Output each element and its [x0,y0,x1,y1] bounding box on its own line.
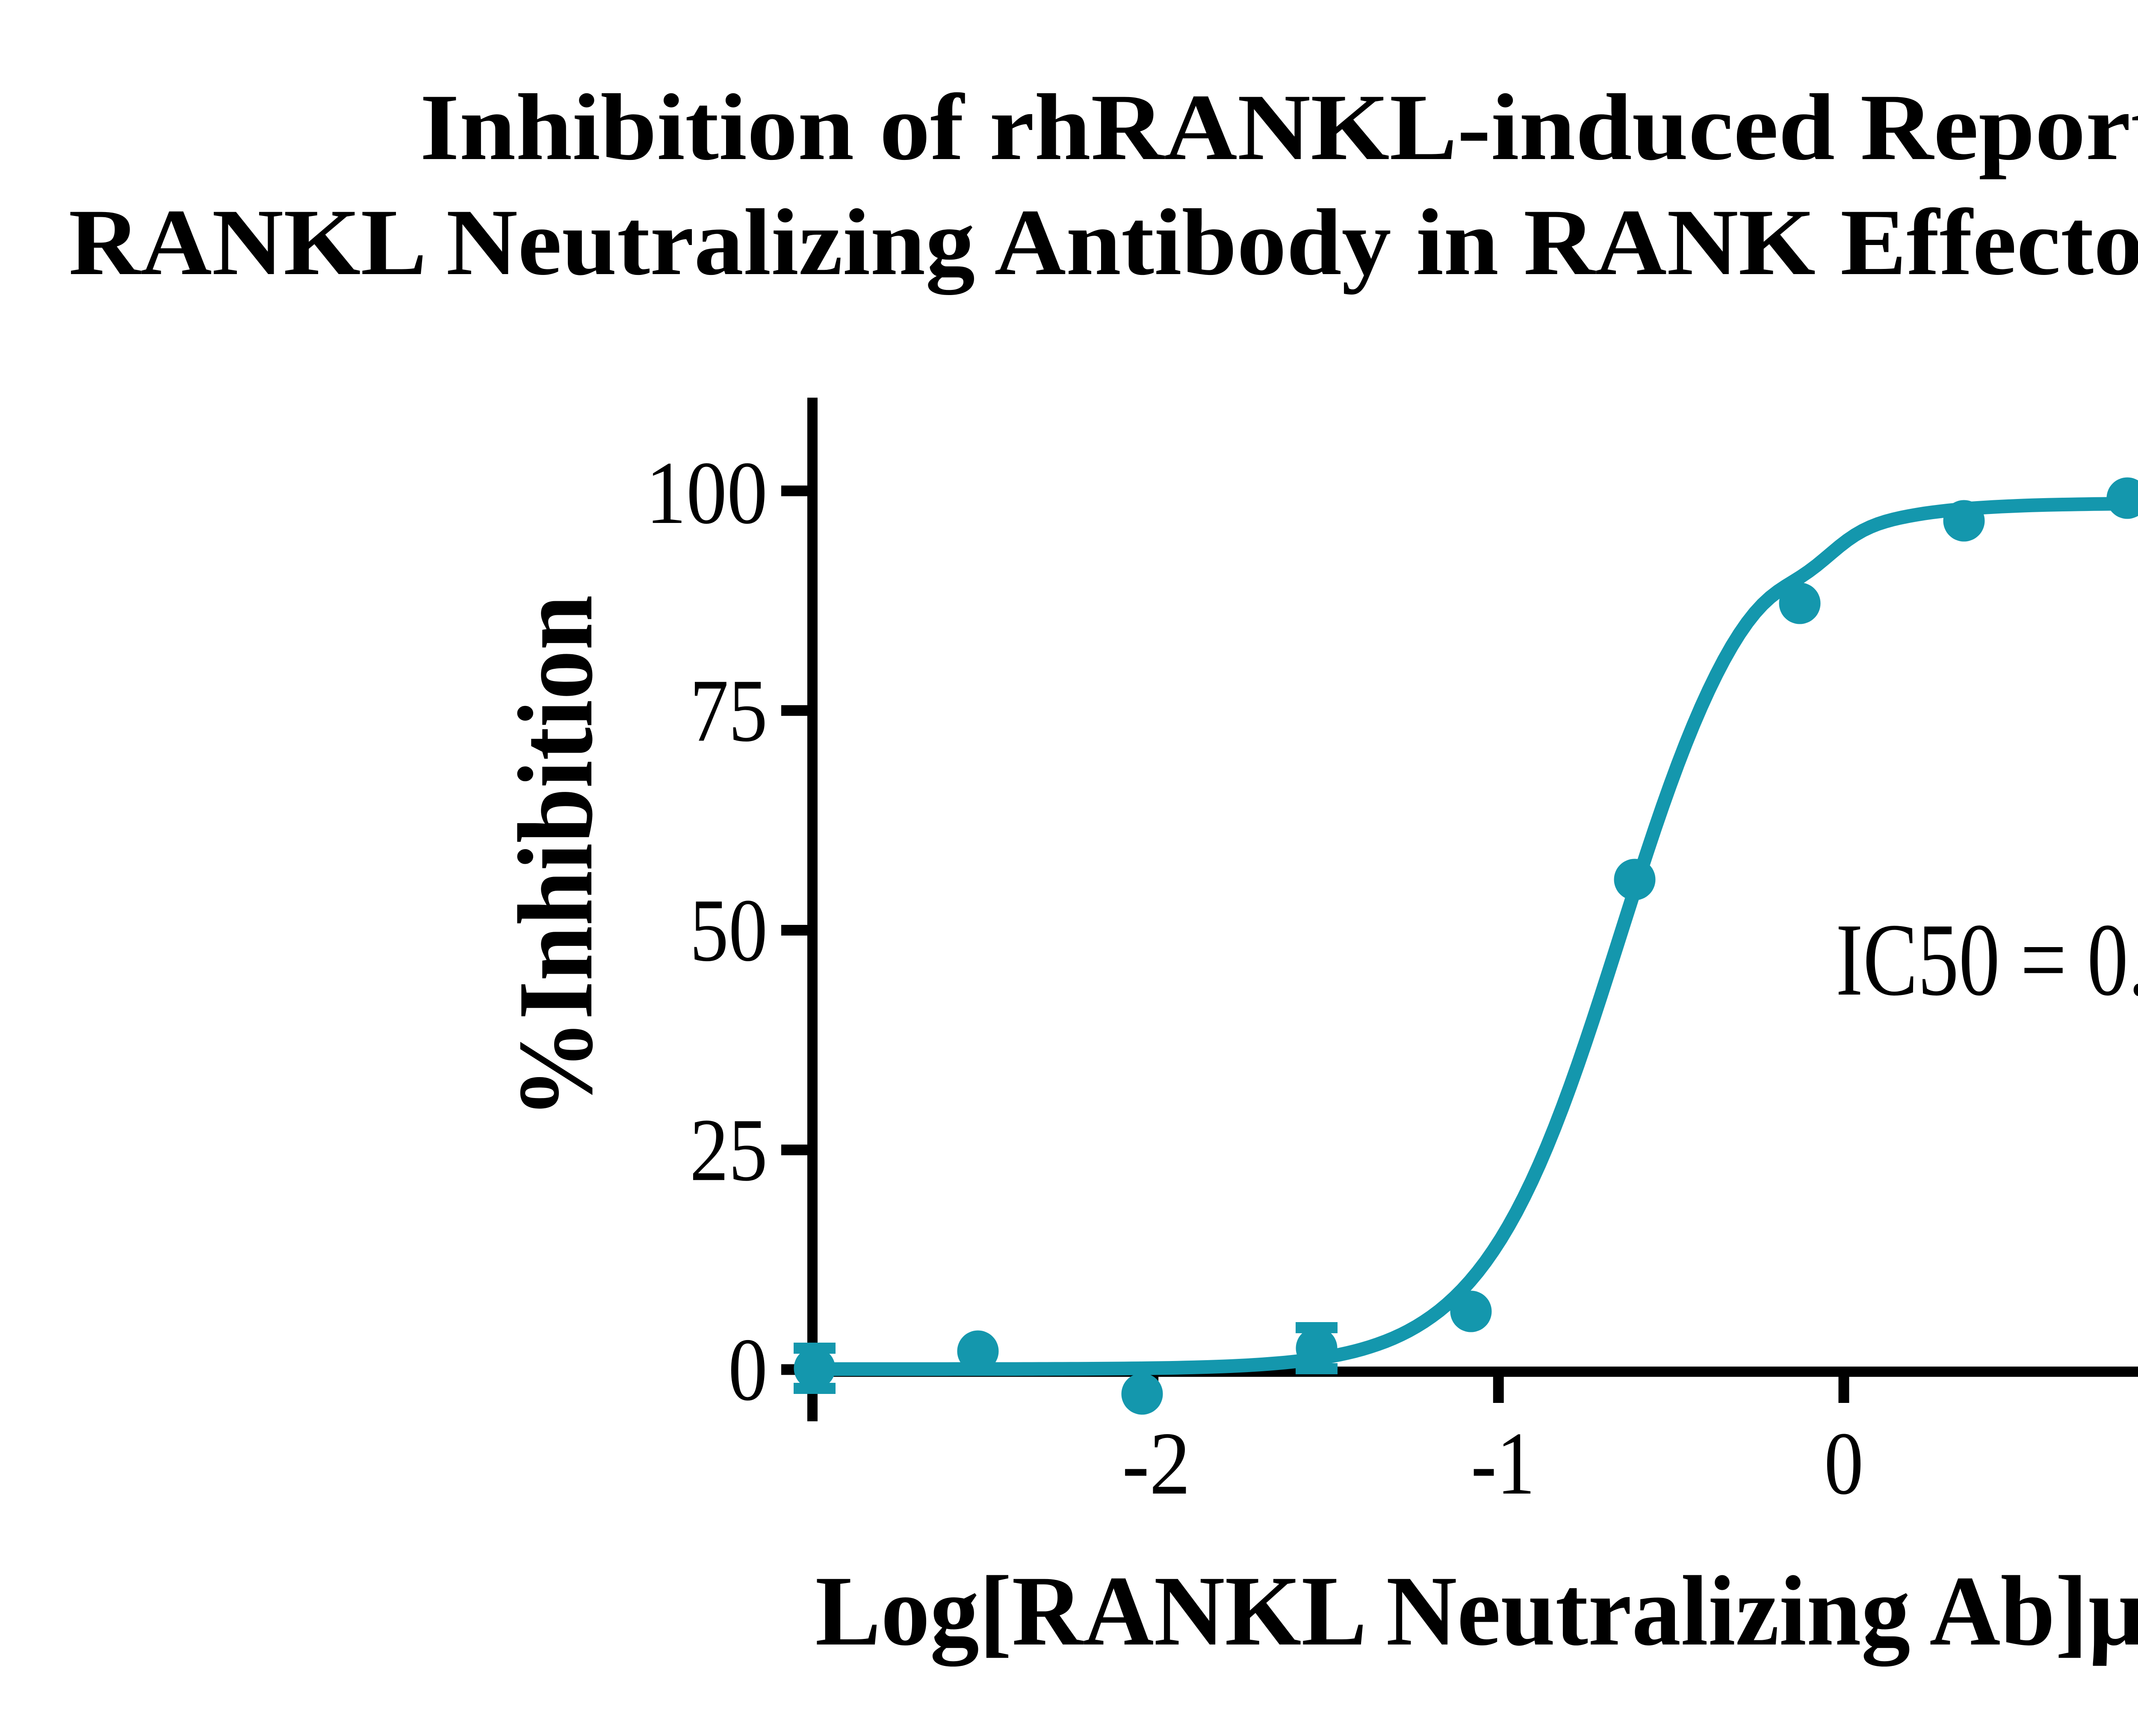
svg-text:-1: -1 [1471,1414,1535,1513]
svg-text:-2: -2 [1122,1414,1190,1513]
svg-text:100: 100 [646,443,768,543]
svg-text:50: 50 [690,881,768,980]
svg-text:IC50 = 0.23: IC50 = 0.23 [1836,902,2138,1017]
svg-text:0: 0 [728,1320,768,1420]
svg-text:RANKL Neutralizing Antibody in: RANKL Neutralizing Antibody in RANK Effe… [69,190,2138,295]
svg-text:Inhibition of rhRANKL-induced: Inhibition of rhRANKL-induced Reporter A… [420,75,2138,180]
svg-text:25: 25 [690,1101,768,1200]
svg-text:Log[RANKL Neutralizing Ab]µg/m: Log[RANKL Neutralizing Ab]µg/ml [815,1555,2138,1667]
svg-text:%Inhibition: %Inhibition [496,595,615,1119]
svg-text:75: 75 [690,661,768,760]
svg-text:0: 0 [1824,1414,1863,1513]
